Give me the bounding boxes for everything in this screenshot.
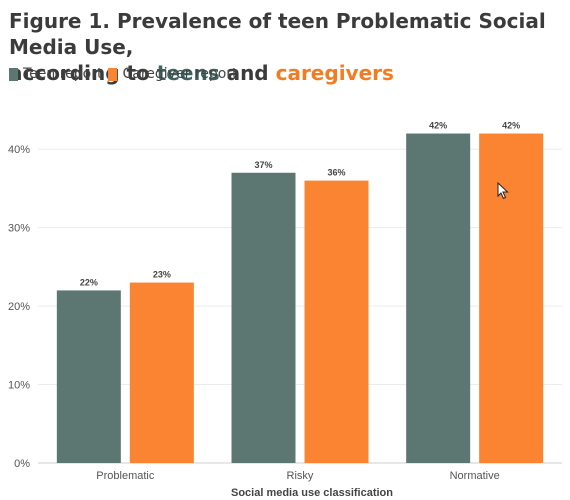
bar-teen-risky xyxy=(231,172,296,463)
data-label: 36% xyxy=(327,168,345,178)
y-tick-label: 30% xyxy=(8,223,30,235)
bar-teen-normative xyxy=(406,133,471,464)
bar-caregiver-problematic xyxy=(129,282,194,463)
title-caregivers-word: caregivers xyxy=(275,61,394,85)
bar-teen-problematic xyxy=(56,290,121,463)
chart-title: Figure 1. Prevalence of teen Problematic… xyxy=(9,8,565,86)
title-and-word: and xyxy=(219,61,276,85)
y-tick-label: 40% xyxy=(8,144,30,156)
legend-label-caregiver: Caregiver report xyxy=(122,66,238,82)
legend-label-teen: Teen report xyxy=(23,66,103,82)
data-label: 22% xyxy=(80,277,98,287)
title-teens-word: teens xyxy=(156,61,220,85)
data-label: 23% xyxy=(153,270,171,280)
bar-caregiver-normative xyxy=(479,133,544,464)
y-tick-label: 20% xyxy=(8,301,30,313)
x-tick-label: Problematic xyxy=(96,470,155,482)
legend-swatch-caregiver xyxy=(108,67,118,81)
title-line2-prefix: according to xyxy=(9,61,157,85)
legend-item-caregiver: Caregiver report xyxy=(108,66,238,82)
legend-swatch-teen xyxy=(9,67,18,81)
data-label: 42% xyxy=(502,121,520,131)
title-line1: Figure 1. Prevalence of teen Problematic… xyxy=(9,9,546,59)
y-tick-label: 0% xyxy=(14,458,30,470)
data-label: 37% xyxy=(254,160,272,170)
y-tick-label: 10% xyxy=(8,380,30,392)
chart-legend: Teen report Caregiver report xyxy=(9,66,244,82)
legend-item-teen: Teen report xyxy=(9,66,102,82)
x-axis-title: Social media use classification xyxy=(231,487,393,499)
bar-caregiver-risky xyxy=(304,180,369,463)
x-tick-label: Normative xyxy=(450,470,500,482)
data-label: 42% xyxy=(429,121,447,131)
x-tick-label: Risky xyxy=(287,470,314,482)
mouse-cursor-icon xyxy=(497,182,509,200)
